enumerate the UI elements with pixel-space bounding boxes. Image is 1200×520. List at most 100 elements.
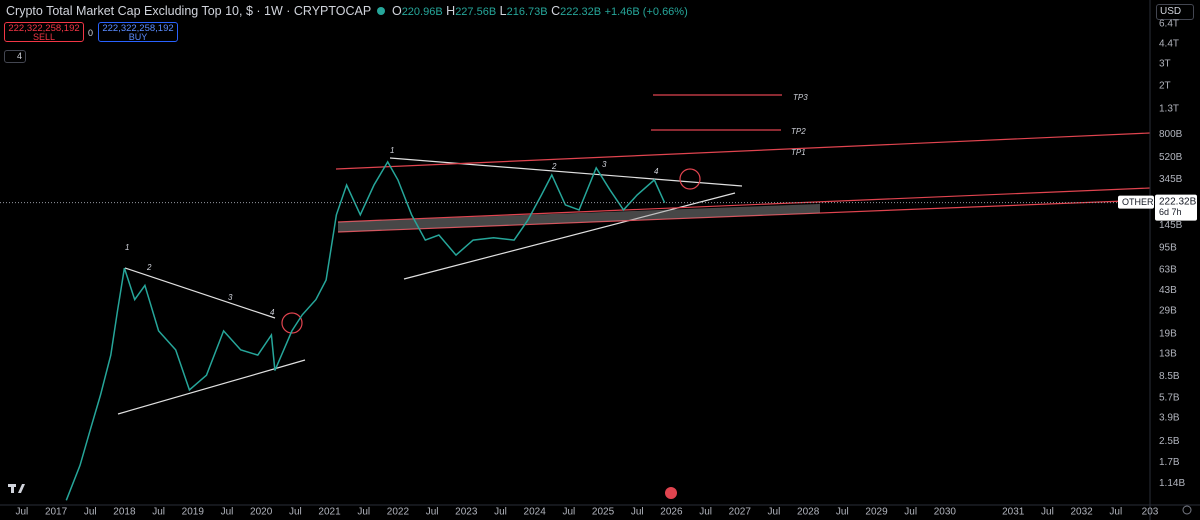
x-tick-label: 2024: [524, 507, 547, 518]
y-tick-label: 2.5B: [1159, 436, 1180, 447]
x-tick-label: 2023: [455, 507, 478, 518]
currency-select[interactable]: USD: [1156, 4, 1194, 20]
wave-label: 1: [390, 146, 394, 155]
x-tick-label: 2019: [182, 507, 205, 518]
x-tick-label: Jul: [1109, 507, 1122, 518]
trendline: [117, 359, 306, 415]
x-tick-label: Jul: [289, 507, 302, 518]
x-tick-label: 2029: [865, 507, 888, 518]
indicators-toggle[interactable]: 4: [4, 50, 26, 63]
status-dot: [377, 7, 386, 15]
x-tick-label: Jul: [152, 507, 165, 518]
channel-line: [335, 132, 1151, 170]
x-tick-label: 2028: [797, 507, 820, 518]
breakout-circle: [679, 168, 701, 190]
x-tick-label: Jul: [699, 507, 712, 518]
y-tick-label: 13B: [1159, 348, 1177, 359]
x-tick-label: 2031: [1002, 507, 1025, 518]
trendline: [124, 267, 276, 319]
symbol-tag-box: [1118, 195, 1154, 209]
x-tick-label: Jul: [357, 507, 370, 518]
x-tick-label: 2021: [318, 507, 341, 518]
buy-label: BUY: [128, 32, 148, 42]
buy-button[interactable]: 222,322,258,192 BUY: [98, 22, 178, 42]
sell-price: 222,322,258,192: [8, 23, 80, 34]
x-tick-label: Jul: [1041, 507, 1054, 518]
x-tick-label: Jul: [426, 507, 439, 518]
symbol-title[interactable]: Crypto Total Market Cap Excluding Top 10…: [6, 4, 371, 18]
x-tick-label: Jul: [836, 507, 849, 518]
target-label: TP3: [793, 93, 808, 102]
zone: [338, 204, 820, 232]
x-tick-label: 2022: [387, 507, 410, 518]
settings-icon[interactable]: [1182, 505, 1192, 515]
y-tick-label: 19B: [1159, 328, 1177, 339]
ohlc-key: C: [551, 4, 561, 18]
price-line: [65, 160, 666, 501]
wave-label: 4: [654, 167, 659, 176]
wave-label: 2: [146, 263, 152, 272]
x-tick-label: 2020: [250, 507, 273, 518]
y-tick-label: 1.7B: [1159, 457, 1180, 468]
y-tick-label: 8.5B: [1159, 371, 1180, 382]
wave-label: 4: [270, 308, 275, 317]
y-tick-label: 5.7B: [1159, 392, 1180, 403]
x-tick-label: Jul: [84, 507, 97, 518]
breakout-circle: [281, 312, 303, 334]
wave-label: 3: [228, 293, 233, 302]
x-tick-label: Jul: [631, 507, 644, 518]
y-tick-label: 95B: [1159, 243, 1177, 254]
wave-label: 1: [125, 243, 129, 252]
y-tick-label: 29B: [1159, 306, 1177, 317]
event-marker[interactable]: [665, 487, 677, 499]
x-tick-label: Jul: [768, 507, 781, 518]
ohlc-value: 216.73B: [506, 6, 548, 18]
x-tick-label: 203: [1142, 507, 1159, 518]
target-label: TP1: [791, 148, 806, 157]
y-tick-label: 3T: [1159, 59, 1171, 70]
channel-line: [337, 199, 1151, 233]
x-tick-label: 2026: [660, 507, 683, 518]
x-tick-label: Jul: [562, 507, 575, 518]
x-tick-label: Jul: [494, 507, 507, 518]
x-tick-label: Jul: [221, 507, 234, 518]
x-tick-label: 2030: [934, 507, 957, 518]
y-tick-label: 4.4T: [1159, 38, 1179, 49]
ohlc-value: 227.56B: [455, 6, 497, 18]
target-label: TP2: [791, 127, 806, 136]
change: +1.46B (+0.66%): [604, 6, 688, 18]
y-tick-label: 1.3T: [1159, 103, 1179, 114]
x-tick-label: 2032: [1071, 507, 1094, 518]
wave-label: 2: [551, 162, 557, 171]
header: Crypto Total Market Cap Excluding Top 10…: [6, 4, 688, 18]
trendline: [389, 157, 743, 187]
ohlc-key: H: [446, 4, 456, 18]
y-tick-label: 800B: [1159, 129, 1183, 140]
ohlc-key: O: [391, 4, 402, 18]
spread: 0: [88, 28, 94, 38]
y-tick-label: 345B: [1159, 174, 1183, 185]
drawings: [117, 94, 1151, 415]
x-tick-label: 2018: [113, 507, 136, 518]
countdown: 6d 7h: [1159, 207, 1182, 217]
x-tick-label: 2027: [729, 507, 752, 518]
y-tick-label: 1.14B: [1159, 478, 1185, 489]
y-tick-label: 6.4T: [1159, 18, 1179, 29]
y-tick-label: 3.9B: [1159, 413, 1180, 424]
y-tick-label: 2T: [1159, 80, 1171, 91]
sell-button[interactable]: 222,322,258,192 SELL: [4, 22, 84, 42]
y-tick-label: 520B: [1159, 152, 1183, 163]
x-tick-label: 2025: [592, 507, 615, 518]
last-price: 222.32B: [1159, 196, 1197, 207]
x-tick-label: 2017: [45, 507, 68, 518]
price-box: [1155, 194, 1197, 221]
x-tick-label: Jul: [904, 507, 917, 518]
symbol-tag: OTHERS: [1122, 197, 1160, 207]
y-tick-label: 145B: [1159, 220, 1183, 231]
wave-label: 3: [602, 160, 607, 169]
y-tick-label: 43B: [1159, 285, 1177, 296]
channel-line: [337, 187, 1151, 223]
